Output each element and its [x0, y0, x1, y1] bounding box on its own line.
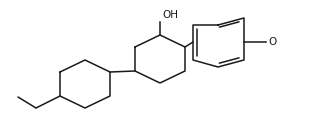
Text: OH: OH [162, 10, 178, 20]
Text: O: O [268, 37, 276, 47]
